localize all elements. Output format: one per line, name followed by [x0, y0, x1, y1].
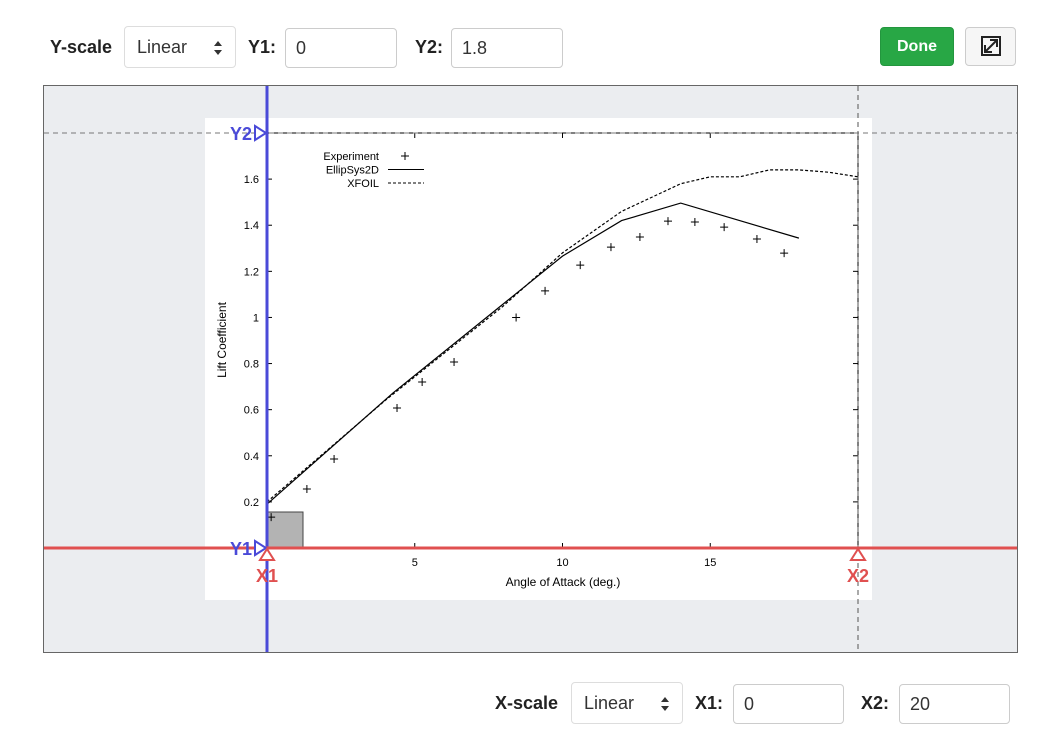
y-tick-label: 1.4 — [244, 220, 259, 232]
marker — [254, 124, 268, 142]
data-point — [302, 484, 311, 493]
y-tick-label: 0.8 — [244, 359, 259, 371]
x-tick-label: 10 — [556, 557, 568, 569]
select-value: Linear — [137, 37, 188, 57]
label: Y-scale — [50, 37, 113, 57]
marker — [258, 547, 276, 561]
select-value: Linear — [584, 693, 635, 713]
data-point — [606, 243, 615, 252]
y-tick-label: 1.6 — [244, 174, 259, 186]
marker-label: Y1 — [230, 539, 252, 559]
y-tick-label: 0.2 — [244, 497, 259, 509]
select[interactable]: Linear — [124, 26, 236, 68]
legend-label: XFOIL — [347, 178, 379, 190]
input[interactable] — [899, 684, 1010, 724]
data-line — [266, 202, 800, 505]
legend-label: Experiment — [323, 151, 379, 163]
data-line — [266, 169, 859, 503]
icon — [214, 41, 222, 55]
label: Y1: — [248, 37, 277, 57]
plot-image — [205, 118, 872, 600]
canvas: 5 10 15 0.2 0.4 0.6 0.8 1 1.2 1.4 1.6 Angle of Atta… — [43, 85, 1018, 653]
data-point — [752, 235, 761, 244]
data-point — [720, 223, 729, 232]
x-axis-label: Angle of Attack (deg.) — [506, 575, 621, 589]
marker-label: Y2 — [230, 124, 252, 144]
y-tick-label: 1 — [253, 312, 259, 324]
input[interactable] — [285, 28, 397, 68]
input[interactable] — [451, 28, 563, 68]
data-point — [576, 261, 585, 270]
label: X1: — [695, 693, 724, 713]
select[interactable]: Linear — [571, 682, 683, 724]
marker-label: X2 — [847, 566, 869, 586]
label: X2: — [861, 693, 890, 713]
selection-box — [267, 511, 304, 549]
data-point — [663, 217, 672, 226]
label: X-scale — [495, 693, 559, 713]
x-tick-label: 5 — [412, 557, 418, 569]
x-tick-label: 15 — [704, 557, 716, 569]
y-tick-label: 0.4 — [244, 451, 259, 463]
icon — [661, 697, 669, 711]
input[interactable] — [733, 684, 844, 724]
legend-symbol — [401, 152, 409, 160]
data-point — [780, 249, 789, 258]
data-point — [690, 217, 699, 226]
done-button[interactable]: Done — [880, 27, 954, 66]
data-point — [418, 378, 427, 386]
data-point — [393, 404, 402, 413]
icon — [981, 36, 1001, 56]
data-point — [450, 357, 459, 366]
y-tick-label: 1.2 — [244, 266, 259, 278]
data-point — [635, 232, 644, 241]
data-point — [541, 286, 550, 295]
data-point — [330, 455, 339, 464]
expand-button[interactable] — [965, 27, 1016, 66]
legend-label: EllipSys2D — [326, 165, 379, 177]
marker — [254, 539, 268, 557]
y-tick-label: 0.6 — [244, 405, 259, 417]
marker-label: X1 — [256, 566, 278, 586]
y-axis-label: Lift Coefficient — [215, 301, 229, 377]
label: Y2: — [415, 37, 444, 57]
marker — [849, 547, 867, 561]
data-point — [512, 313, 521, 322]
